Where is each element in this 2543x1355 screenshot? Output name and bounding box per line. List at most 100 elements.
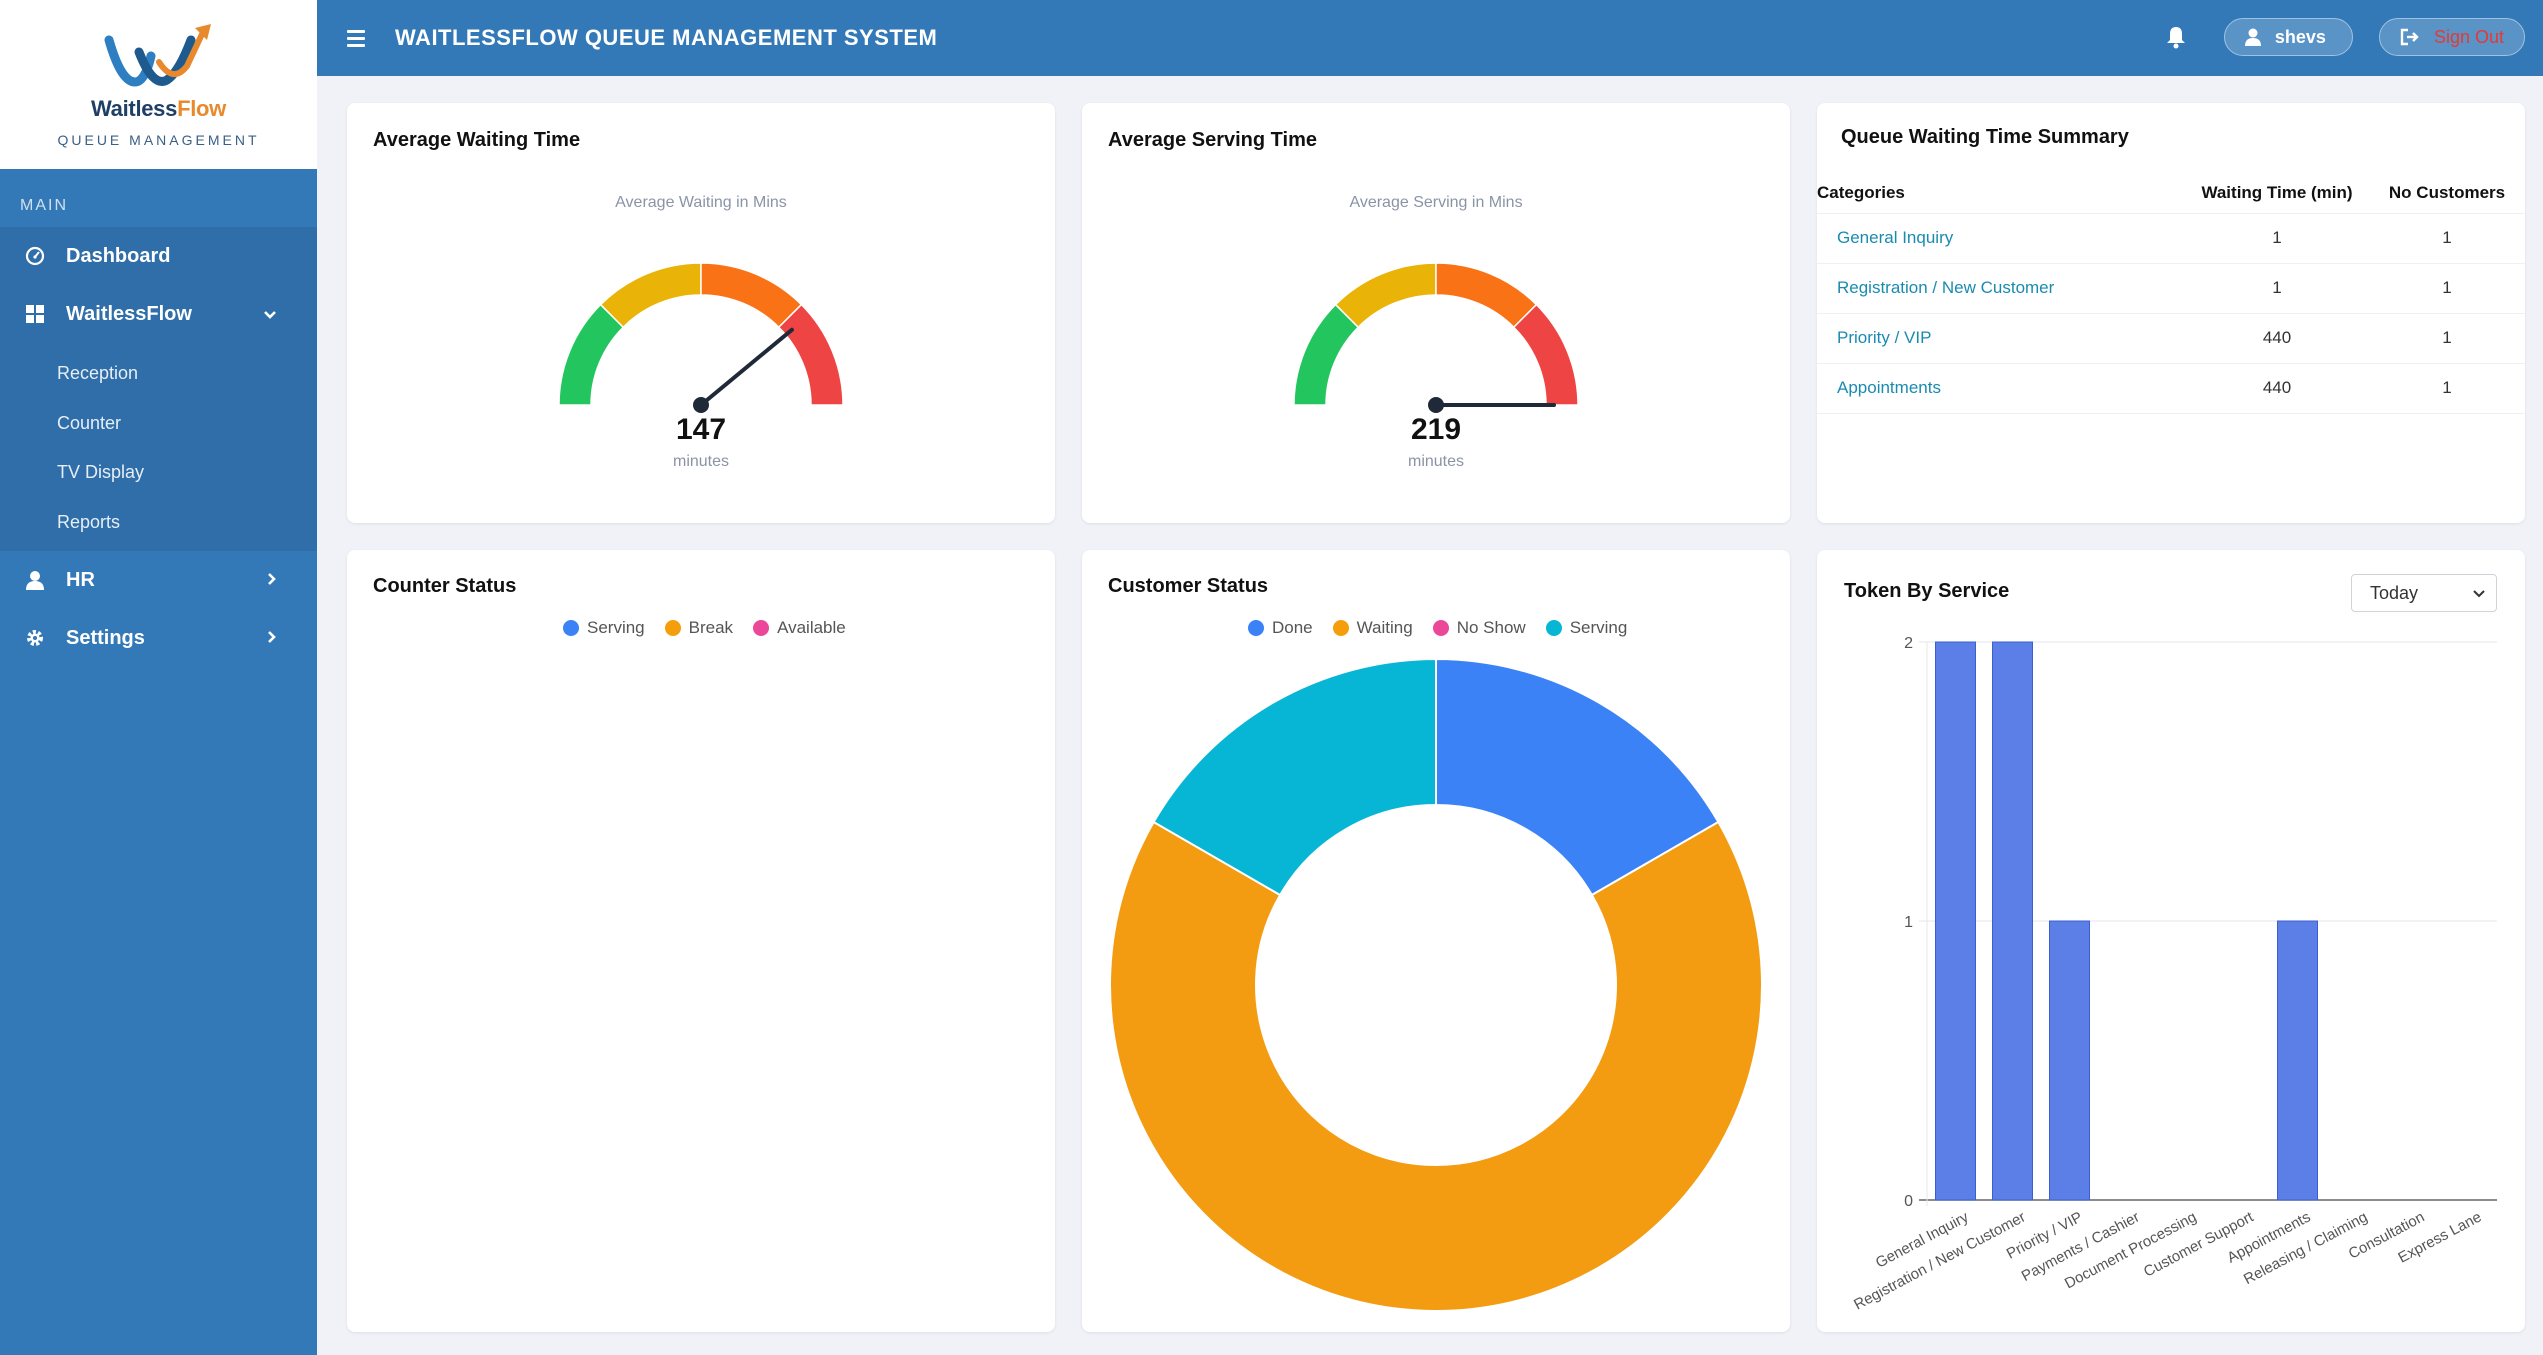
legend-dot	[1545, 620, 1562, 636]
bell-icon[interactable]	[2164, 25, 2188, 49]
legend-item[interactable]: Serving	[1545, 618, 1627, 638]
customer-status-legend: Done Waiting No Show Serving	[1248, 618, 1647, 638]
row-waiting-time: 440	[2187, 362, 2367, 414]
logo[interactable]: WaitlessFlow QUEUE MANAGEMENT	[0, 0, 317, 169]
date-filter-value: Today	[2370, 582, 2419, 603]
customer-status-card: Customer Status Done Waiting No Show Ser…	[1082, 550, 1790, 1332]
user-icon	[24, 570, 46, 590]
legend-dot	[753, 620, 770, 636]
row-waiting-time: 440	[2187, 312, 2367, 363]
legend-item[interactable]: Serving	[563, 618, 645, 638]
avg-serving-gauge	[1293, 262, 1579, 413]
sign-out-button[interactable]: Sign Out	[2378, 18, 2525, 56]
logo-tagline: QUEUE MANAGEMENT	[57, 131, 260, 148]
sidebar-item-label: HR	[66, 568, 95, 591]
top-header: WAITLESSFLOW QUEUE MANAGEMENT SYSTEM she…	[317, 0, 2543, 76]
avg-serving-gauge-segment-red	[1512, 303, 1579, 406]
row-category[interactable]: Priority / VIP	[1817, 312, 2187, 363]
row-customers: 1	[2367, 362, 2527, 414]
bar-general-inquiry[interactable]	[1935, 641, 1976, 1201]
customer-status-donut-chart	[1109, 657, 1763, 1312]
legend-item[interactable]: Available	[753, 618, 846, 638]
counter-status-card: Counter Status Serving Break Available	[347, 550, 1055, 1332]
app-title: WAITLESSFLOW QUEUE MANAGEMENT SYSTEM	[395, 25, 938, 50]
row-customers: 1	[2367, 212, 2527, 263]
logo-name: WaitlessFlow	[91, 95, 226, 121]
queue-summary-table: Categories Waiting Time (min) No Custome…	[1817, 173, 2527, 414]
avg-waiting-gauge-hub	[693, 397, 709, 413]
counter-status-legend: Serving Break Available	[563, 618, 866, 638]
counter-status-title: Counter Status	[373, 575, 517, 597]
avg-waiting-gauge-segment-red	[777, 303, 844, 406]
hamburger-menu-icon[interactable]	[347, 29, 365, 47]
row-category[interactable]: General Inquiry	[1817, 212, 2187, 263]
legend-item[interactable]: No Show	[1432, 618, 1526, 638]
row-customers: 1	[2367, 312, 2527, 363]
avg-waiting-gauge-segment-yellow	[599, 262, 702, 329]
avg-waiting-title: Average Waiting Time	[373, 129, 581, 151]
y-tick-label: 2	[1904, 635, 1913, 652]
dashboard-gauge-icon	[24, 246, 46, 266]
bar-registration-new-customer[interactable]	[1992, 641, 2033, 1201]
avg-waiting-value: 147	[675, 413, 727, 446]
date-filter-select[interactable]: Today	[2351, 574, 2497, 612]
table-row: Registration / New Customer 1 1	[1817, 262, 2527, 313]
avg-waiting-gauge-needle	[699, 327, 794, 407]
row-category[interactable]: Appointments	[1817, 362, 2187, 414]
grid-icon	[24, 304, 46, 324]
sidebar-item-label: Settings	[66, 626, 145, 649]
user-menu-button[interactable]: shevs	[2223, 18, 2353, 56]
avg-waiting-gauge-segment-orange	[700, 262, 803, 329]
sidebar-item-waitlessflow[interactable]: WaitlessFlow	[0, 285, 317, 343]
queue-summary-card: Queue Waiting Time Summary Categories Wa…	[1817, 103, 2527, 523]
avg-serving-card: Average Serving Time Average Serving in …	[1082, 103, 1790, 523]
legend-item[interactable]: Waiting	[1332, 618, 1413, 638]
avg-serving-gauge-hub	[1428, 397, 1444, 413]
table-row: Appointments 440 1	[1817, 362, 2527, 414]
waitlessflow-logo-icon	[104, 23, 211, 87]
sidebar-item-hr[interactable]: HR	[0, 551, 317, 609]
col-header-categories: Categories	[1817, 182, 1905, 202]
sidebar-item-dashboard[interactable]: Dashboard	[0, 227, 317, 285]
avg-waiting-caption: Average Waiting in Mins	[615, 194, 787, 211]
donut-slice-serving[interactable]	[1152, 657, 1437, 897]
chevron-down-icon	[2473, 590, 2485, 598]
user-name: shevs	[2274, 26, 2326, 47]
sidebar-item-settings[interactable]: Settings	[0, 609, 317, 667]
avg-waiting-unit: minutes	[672, 453, 730, 470]
donut-slice-waiting[interactable]	[1109, 820, 1763, 1312]
bar-appointments[interactable]	[2277, 920, 2318, 1201]
sidebar-subitem-reception[interactable]: Reception	[57, 363, 139, 384]
sign-out-label: Sign Out	[2433, 26, 2504, 47]
avg-waiting-gauge-segment-green	[558, 303, 625, 406]
avg-waiting-card: Average Waiting Time Average Waiting in …	[347, 103, 1055, 523]
chevron-down-icon	[263, 304, 277, 325]
user-icon	[2244, 28, 2261, 46]
donut-slice-done[interactable]	[1435, 657, 1720, 897]
legend-dot	[1248, 620, 1264, 636]
row-customers: 1	[2367, 262, 2527, 313]
sidebar-subitem-tv-display[interactable]: TV Display	[57, 462, 145, 483]
sidebar-subitem-reports[interactable]: Reports	[57, 511, 121, 532]
bar-priority-vip[interactable]	[2049, 920, 2090, 1201]
avg-serving-gauge-segment-green	[1293, 303, 1360, 406]
avg-serving-title: Average Serving Time	[1108, 129, 1317, 151]
avg-waiting-gauge	[558, 262, 844, 413]
queue-summary-title: Queue Waiting Time Summary	[1841, 126, 2129, 148]
sidebar: WaitlessFlow QUEUE MANAGEMENT MAIN Dashb…	[0, 0, 317, 1355]
col-header-no-customers: No Customers	[2388, 182, 2506, 202]
legend-dot	[563, 620, 579, 636]
legend-item[interactable]: Break	[664, 618, 733, 638]
sidebar-item-label: Dashboard	[66, 244, 171, 267]
legend-dot	[1332, 620, 1349, 636]
table-row: Priority / VIP 440 1	[1817, 312, 2527, 363]
row-category[interactable]: Registration / New Customer	[1817, 262, 2187, 313]
legend-item[interactable]: Done	[1248, 618, 1313, 638]
row-waiting-time: 1	[2187, 212, 2367, 263]
sidebar-subitem-counter[interactable]: Counter	[57, 412, 122, 433]
y-tick-label: 1	[1904, 914, 1913, 931]
chevron-right-icon	[267, 628, 277, 649]
gear-icon	[24, 628, 46, 648]
sidebar-section-main: MAIN	[20, 197, 68, 214]
